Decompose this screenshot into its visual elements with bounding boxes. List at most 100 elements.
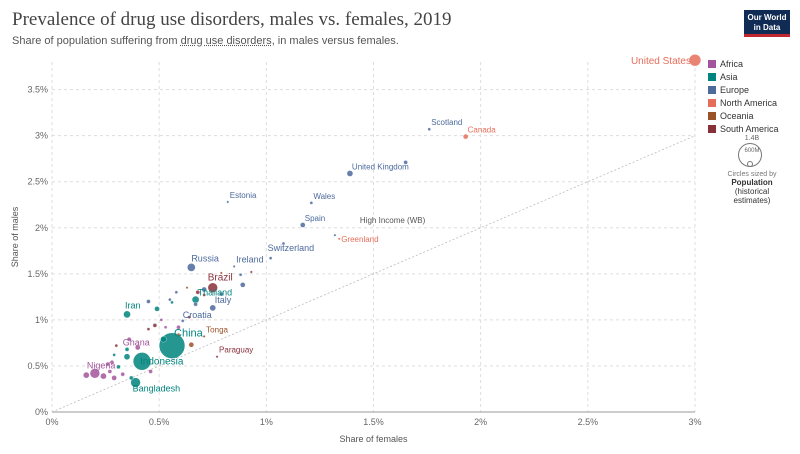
- y-tick-label: 1.5%: [27, 269, 48, 279]
- data-point: [130, 377, 141, 388]
- legend-item[interactable]: South America: [708, 122, 779, 135]
- data-point: [193, 302, 198, 307]
- x-tick-label: 2%: [474, 417, 487, 427]
- legend-swatch: [708, 111, 716, 120]
- point-label: Ghana: [123, 338, 150, 348]
- y-tick-label: 1%: [35, 315, 48, 325]
- x-tick-label: 0%: [45, 417, 58, 427]
- data-point: [129, 375, 134, 381]
- data-point: [187, 263, 196, 272]
- data-point: [100, 372, 107, 380]
- data-point: [207, 282, 219, 293]
- point-label: United States: [631, 56, 691, 67]
- y-tick-label: 0.5%: [27, 361, 48, 371]
- data-point: [281, 241, 286, 246]
- data-point: [114, 344, 118, 348]
- data-point: [195, 290, 200, 295]
- data-point: [120, 372, 125, 377]
- data-point: [163, 325, 168, 329]
- legend-item[interactable]: Oceania: [708, 109, 779, 122]
- data-point: [219, 291, 224, 297]
- point-label: United Kingdom: [352, 162, 409, 171]
- data-point: [232, 265, 236, 268]
- legend-item[interactable]: Africa: [708, 57, 779, 70]
- legend-swatch: [708, 85, 716, 94]
- point-label: Indonesia: [140, 356, 184, 367]
- data-point: [202, 293, 206, 297]
- data-point: [688, 53, 702, 67]
- x-tick-label: 0.5%: [149, 417, 170, 427]
- point-label: Canada: [468, 126, 497, 135]
- logo-line-1: Our World: [747, 13, 787, 22]
- point-label: Brazil: [208, 273, 233, 284]
- point-label: Estonia: [230, 191, 257, 200]
- data-point: [174, 290, 178, 294]
- legend-label: North America: [720, 97, 778, 108]
- data-point: [209, 304, 216, 312]
- owid-logo[interactable]: Our World in Data: [744, 10, 790, 37]
- data-point: [226, 200, 230, 204]
- point-label: Italy: [215, 295, 232, 305]
- chart-subtitle: Share of population suffering from drug …: [12, 35, 399, 47]
- point-label: Greenland: [341, 235, 378, 244]
- legend-swatch: [708, 59, 716, 68]
- data-point: [170, 300, 174, 305]
- point-label: China: [174, 328, 204, 340]
- legend-item[interactable]: North America: [708, 96, 779, 109]
- size-legend: 1.4B 600M Circles sized by Population (h…: [722, 135, 782, 205]
- point-label: Nigeria: [87, 360, 116, 370]
- legend-item[interactable]: Asia: [708, 70, 779, 83]
- data-point: [300, 222, 306, 228]
- data-point: [116, 364, 121, 370]
- logo-line-2: in Data: [753, 23, 781, 32]
- data-point: [181, 319, 185, 323]
- data-point: [346, 170, 354, 177]
- legend-label: Oceania: [720, 110, 754, 121]
- y-tick-label: 3%: [35, 131, 48, 141]
- size-legend-circle-small: [747, 161, 753, 167]
- data-point: [127, 337, 132, 342]
- y-tick-label: 0%: [35, 407, 48, 417]
- legend-label: Europe: [720, 84, 750, 95]
- point-label: Ireland: [236, 254, 264, 264]
- data-point: [124, 347, 130, 352]
- point-label: Bangladesh: [133, 384, 181, 394]
- data-point: [148, 369, 153, 374]
- data-point: [219, 271, 223, 275]
- point-label: High Income (WB): [360, 216, 426, 225]
- y-axis-label: Share of males: [10, 206, 20, 267]
- data-point: [187, 315, 191, 319]
- data-point: [123, 353, 131, 360]
- data-point: [152, 323, 158, 328]
- legend-swatch: [708, 72, 716, 81]
- data-point: [107, 369, 113, 374]
- data-point: [337, 237, 341, 241]
- legend-item[interactable]: Europe: [708, 83, 779, 96]
- data-point: [160, 336, 167, 343]
- chart-title: Prevalence of drug use disorders, males …: [12, 9, 452, 30]
- data-point: [146, 327, 151, 331]
- size-legend-circles: 1.4B 600M: [722, 135, 782, 167]
- x-tick-label: 2.5%: [578, 417, 599, 427]
- legend-label: South America: [720, 123, 779, 134]
- legend-label: Asia: [720, 71, 738, 82]
- data-point: [109, 360, 115, 365]
- size-legend-note: Circles sized by: [727, 171, 777, 178]
- data-point: [188, 342, 194, 348]
- point-label: Paraguay: [219, 346, 253, 355]
- point-label: Tonga: [206, 325, 228, 334]
- point-label: Switzerland: [268, 243, 315, 253]
- data-point: [123, 310, 131, 319]
- data-point: [112, 353, 116, 357]
- point-label: Iran: [125, 300, 141, 310]
- data-point: [111, 375, 117, 381]
- data-point: [89, 368, 101, 379]
- subtitle-definition-link[interactable]: drug use disorders: [180, 35, 272, 47]
- data-point: [403, 160, 408, 165]
- data-point: [176, 332, 181, 337]
- legend-swatch: [708, 98, 716, 107]
- y-tick-label: 2%: [35, 223, 48, 233]
- point-label: Spain: [305, 214, 325, 223]
- data-point: [176, 325, 181, 330]
